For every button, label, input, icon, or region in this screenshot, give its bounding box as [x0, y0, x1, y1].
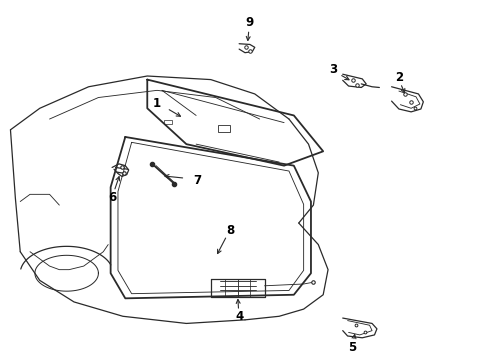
Text: 8: 8: [226, 224, 235, 237]
Text: 1: 1: [153, 97, 161, 110]
Text: 6: 6: [108, 192, 116, 204]
Text: 7: 7: [193, 174, 201, 186]
Text: 5: 5: [348, 341, 357, 354]
Text: 2: 2: [395, 71, 403, 84]
Text: 9: 9: [246, 16, 254, 29]
Text: 4: 4: [235, 310, 243, 324]
Text: 3: 3: [329, 63, 337, 76]
Bar: [218, 125, 230, 132]
Bar: [164, 120, 171, 125]
